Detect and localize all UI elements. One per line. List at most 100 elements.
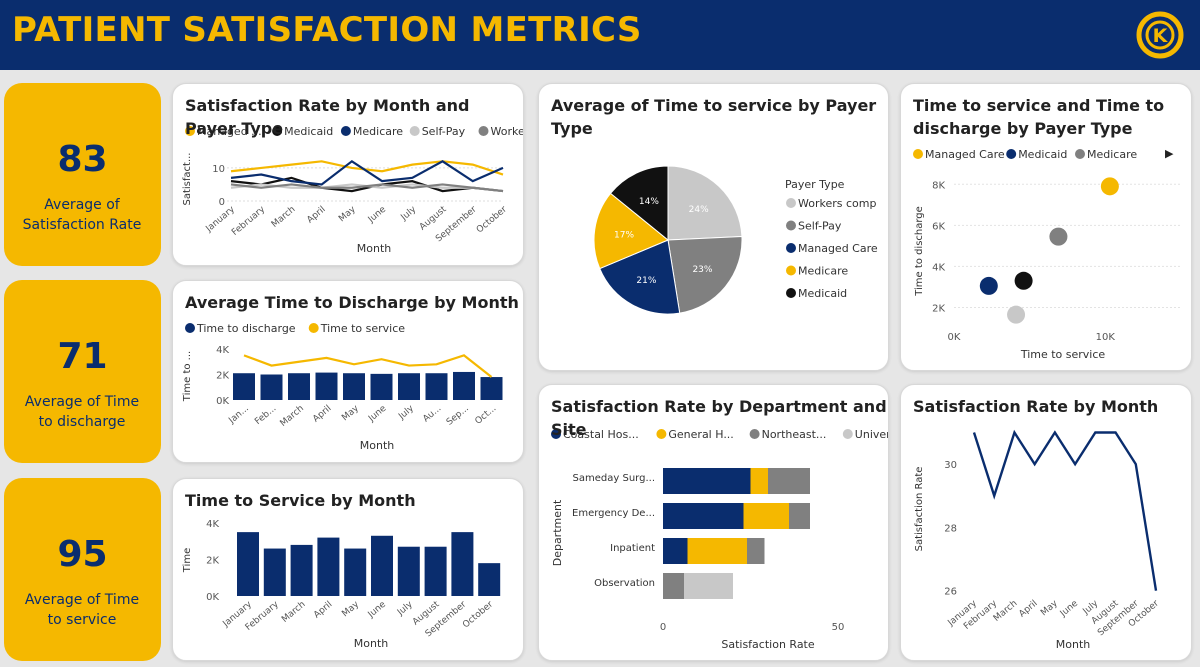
bar-segment bbox=[663, 573, 684, 599]
y-tick-label: 0K bbox=[206, 592, 219, 603]
x-tick-label: July bbox=[395, 599, 415, 618]
x-tick-label: July bbox=[399, 204, 419, 223]
kpi-card-satisfaction[interactable]: 83 Average of Satisfaction Rate bbox=[4, 83, 161, 266]
page-title: PATIENT SATISFACTION METRICS bbox=[12, 10, 642, 50]
x-tick-label: 10K bbox=[1096, 332, 1116, 343]
bar bbox=[425, 373, 448, 400]
x-tick-label: July bbox=[396, 403, 416, 422]
bar bbox=[370, 373, 393, 400]
chart-title: Satisfaction Rate by Month and Payer Typ… bbox=[185, 96, 470, 138]
y-axis-label: Time to ... bbox=[182, 351, 193, 402]
scatter-point bbox=[979, 276, 998, 295]
x-axis-label: Month bbox=[1056, 638, 1091, 651]
y-axis-label: Department bbox=[551, 499, 564, 566]
legend-marker bbox=[478, 126, 489, 136]
chart-card-service-payer-pie[interactable]: Average of Time to service by Payer Type… bbox=[538, 83, 889, 371]
y-tick-label: 0K bbox=[216, 396, 229, 407]
series-line bbox=[230, 160, 504, 176]
legend-marker bbox=[1075, 149, 1085, 159]
legend-marker bbox=[786, 198, 796, 208]
bar bbox=[398, 373, 420, 400]
chart-card-service-month[interactable]: Time to Service by Month 0K 2K 4K January Fe… bbox=[172, 478, 524, 661]
x-tick-label: October bbox=[461, 599, 495, 630]
bar bbox=[315, 372, 338, 400]
kpi-value: 83 bbox=[57, 139, 108, 180]
service-discharge-scatter-chart: Managed Care Medicaid Medicare 2K 4K 6K 8K 0K 10… bbox=[913, 148, 1181, 361]
chart-card-sat-month-payer[interactable]: Satisfaction Rate by Month and Payer Typ… bbox=[172, 83, 524, 266]
series-line bbox=[230, 159, 504, 186]
x-tick-label: June bbox=[366, 599, 389, 620]
legend-label: Self-Pay bbox=[422, 125, 466, 138]
pie-slice bbox=[609, 165, 669, 242]
bar bbox=[453, 371, 475, 400]
bar-segment bbox=[750, 468, 768, 494]
x-tick-label: March bbox=[992, 599, 1019, 624]
scatter-point bbox=[1007, 305, 1026, 324]
chart-card-sat-month[interactable]: Satisfaction Rate by Month 26 28 30 January… bbox=[900, 384, 1192, 661]
chart-title: Average of Time to service by Payer Type bbox=[551, 96, 877, 138]
x-tick-label: 50 bbox=[832, 622, 845, 633]
series-line bbox=[230, 183, 504, 193]
x-tick-label: 0K bbox=[948, 332, 961, 343]
x-axis-label: Time to service bbox=[1020, 348, 1106, 361]
legend-marker bbox=[842, 429, 853, 439]
kpi-card-service[interactable]: 95 Average of Time to service bbox=[4, 478, 161, 661]
bar bbox=[424, 546, 447, 596]
category-label: Observation bbox=[594, 578, 655, 589]
legend-label: Self-Pay bbox=[798, 220, 842, 233]
bar bbox=[397, 546, 420, 596]
x-tick-label: Jan... bbox=[227, 404, 251, 427]
x-axis-label: Month bbox=[357, 242, 392, 255]
chart-card-service-discharge-scatter[interactable]: Time to service and Time to discharge by … bbox=[900, 83, 1192, 371]
legend-label: Medicare bbox=[1087, 148, 1137, 161]
y-axis-label: Satisfact... bbox=[182, 153, 193, 206]
slice-label: 24% bbox=[689, 205, 709, 215]
chart-card-sat-dept-site[interactable]: Satisfaction Rate by Department and Site… bbox=[538, 384, 889, 661]
legend-label: Medicare bbox=[798, 265, 848, 278]
bar-segment bbox=[684, 573, 733, 599]
scatter-point bbox=[1100, 177, 1119, 196]
x-tick-label: April bbox=[312, 600, 334, 621]
slice-label: 17% bbox=[614, 231, 634, 241]
x-tick-label: May bbox=[337, 204, 358, 224]
y-tick-label: 0 bbox=[219, 197, 225, 208]
chart-title: Satisfaction Rate by Month bbox=[913, 397, 1159, 416]
legend-label: Medicaid bbox=[798, 287, 847, 300]
y-tick-label: 2K bbox=[932, 303, 945, 314]
kpi-label: Average of Satisfaction Rate bbox=[22, 197, 142, 233]
legend-label: Northeast... bbox=[762, 428, 827, 441]
legend-marker bbox=[1006, 149, 1017, 159]
bar bbox=[260, 374, 283, 400]
series-line bbox=[243, 354, 493, 378]
y-tick-label: 6K bbox=[932, 221, 945, 232]
legend-next-arrow-icon[interactable]: ▶ bbox=[1165, 147, 1174, 160]
bar bbox=[317, 537, 340, 596]
pie-slice bbox=[667, 165, 743, 241]
legend-label: Time to service bbox=[320, 322, 406, 335]
bar-segment bbox=[789, 503, 810, 529]
x-tick-label: May bbox=[1039, 598, 1060, 618]
bar-segment bbox=[768, 468, 810, 494]
service-payer-pie-chart: 24% 23% 21% 17% 14% Payer Type Workers comp Sel… bbox=[593, 165, 878, 315]
chart-title: Time to Service by Month bbox=[185, 491, 416, 510]
bar bbox=[451, 532, 474, 596]
legend-marker bbox=[786, 220, 796, 231]
x-tick-label: Sep... bbox=[445, 404, 471, 428]
kpi-card-discharge[interactable]: 71 Average of Time to discharge bbox=[4, 280, 161, 463]
category-label: Inpatient bbox=[610, 543, 655, 554]
legend-label: Workers ... bbox=[491, 125, 525, 138]
chart-card-discharge-month[interactable]: Average Time to Discharge by Month Time … bbox=[172, 280, 524, 463]
x-tick-label: 0 bbox=[660, 622, 666, 633]
x-axis-label: Satisfaction Rate bbox=[721, 638, 815, 651]
series-line bbox=[972, 429, 1158, 591]
y-tick-label: 4K bbox=[216, 345, 229, 356]
legend-marker bbox=[786, 243, 796, 253]
kpi-label: Average of Time to discharge bbox=[24, 394, 140, 430]
x-tick-label: February bbox=[230, 204, 267, 238]
logo-icon: K bbox=[1136, 11, 1184, 59]
x-tick-label: June bbox=[366, 204, 389, 225]
header-bar: PATIENT SATISFACTION METRICS K bbox=[0, 0, 1200, 70]
pie-slice bbox=[667, 235, 743, 314]
x-axis-label: Month bbox=[360, 439, 395, 452]
legend-label: Medicare bbox=[353, 125, 403, 138]
